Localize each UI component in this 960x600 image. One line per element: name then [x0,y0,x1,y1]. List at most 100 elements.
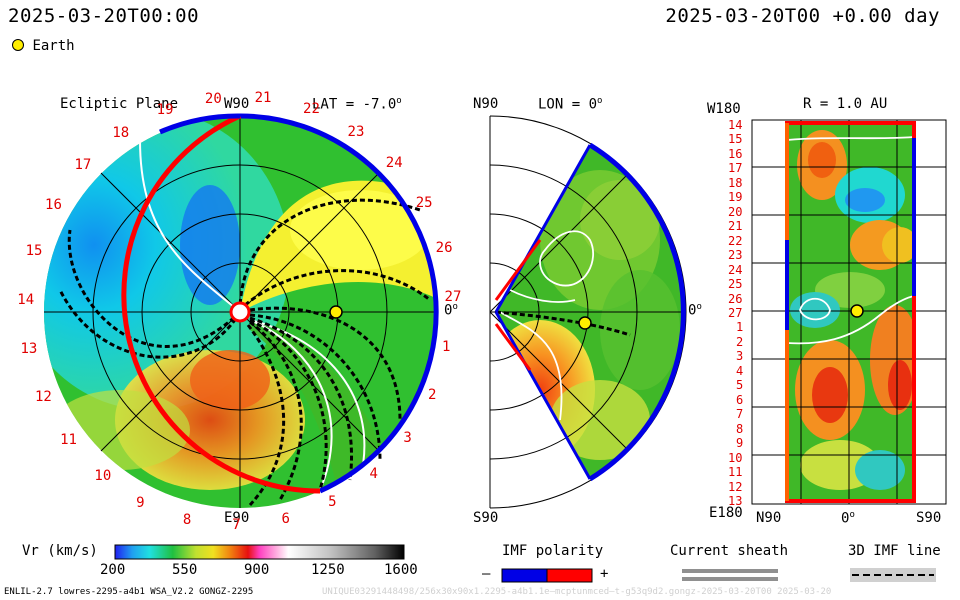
carrington-label: 10 [94,467,112,484]
ecliptic-w90-label: W90 [224,96,250,112]
carrington-label: 5 [328,493,337,510]
carrington-label: 18 [112,124,130,141]
carrington-label: 24 [385,155,403,172]
map-y-label: 17 [728,161,743,176]
map-y-label: 10 [728,450,743,465]
map-y-label: 26 [728,291,743,306]
map-y-label: 15 [728,132,743,147]
meridional-s90-label: S90 [473,510,499,526]
map-y-label: 24 [728,262,743,277]
timestamp-left: 2025-03-20T00:00 [8,5,200,27]
imf-negative-swatch [501,568,548,583]
map-y-label: 9 [736,436,744,451]
carrington-label: 26 [435,240,453,257]
timestamp-right: 2025-03-20T00 +0.00 day [665,5,940,27]
map-y-label: 22 [728,233,743,248]
carrington-label: 9 [136,494,145,511]
map-y-label: 25 [728,277,743,292]
ecliptic-e90-label: E90 [224,510,250,526]
carrington-label: 22 [303,101,320,118]
earth-legend-label: Earth [32,38,75,54]
carrington-label: 8 [182,511,192,528]
map-y-label: 7 [736,407,744,422]
map-y-label: 19 [728,190,743,205]
map-y-label: 3 [736,349,744,364]
carrington-label: 25 [415,194,433,211]
meridional-lon-label: LON = 0o [538,96,603,113]
map-title: R = 1.0 AU [803,96,888,112]
ecliptic-current-sheath [58,198,431,507]
carrington-label: 19 [156,102,174,119]
meridional-earth-marker [578,316,592,330]
colorbar-tick-200: 200 [100,562,126,578]
velocity-colorbar [114,544,405,560]
ecliptic-polarity-negative [239,113,439,494]
run-watermark: UNIQUE03291448498/256x30x90x1.2295-a4b1.… [322,587,832,597]
meridional-n90-label: N90 [473,96,499,112]
map-y-label: 2 [736,334,744,349]
map-y-label: 16 [728,146,743,161]
carrington-label: 11 [60,431,77,448]
carrington-label: 20 [204,90,222,107]
carrington-label: 7 [232,516,241,533]
map-imf-lines [786,136,915,345]
carrington-label: 15 [25,242,43,259]
map-y-label: 23 [728,248,743,263]
carrington-label: 13 [20,341,38,358]
carrington-label: 12 [34,388,52,405]
earth-icon [12,39,24,51]
carrington-label: 21 [254,90,272,107]
map-y-label: 5 [736,378,744,393]
carrington-label: 17 [74,157,92,174]
colorbar-tick-1600: 1600 [384,562,418,578]
meridional-zero-label: 0o [688,302,702,319]
ecliptic-earth-marker [329,305,343,319]
earth-legend: Earth [12,38,75,54]
current-sheath-title: Current sheath [670,543,789,559]
map-y-label: 6 [736,392,744,407]
carrington-label: 4 [369,466,378,483]
map-earth-marker [850,304,864,318]
carrington-label: 14 [17,291,35,308]
carrington-label: 1 [441,338,451,355]
map-x-label-n90: N90 [756,510,782,526]
imf3d-title: 3D IMF line [848,543,941,559]
map-y-label: 27 [728,306,743,320]
map-y-label: 8 [736,421,744,436]
ecliptic-zero-label: 0o [444,302,458,319]
carrington-label: 2 [427,386,437,403]
map-x-label-0: 0o [841,510,855,527]
colorbar-tick-900: 900 [244,562,270,578]
imf-polarity-title: IMF polarity [502,543,604,559]
colorbar-label: Vr (km/s) [22,543,98,559]
map-y-label: 4 [736,363,744,378]
carrington-label: 16 [45,197,62,214]
map-x-label-s90: S90 [916,510,942,526]
meridional-grid [489,115,687,509]
map-y-label: 20 [728,204,743,219]
ecliptic-polarity-positive [121,113,321,494]
model-info: ENLIL-2.7 lowres-2295-a4b1 WSA_V2.2 GONG… [4,587,254,597]
meridional-imf-lines [499,230,595,421]
ecliptic-title: Ecliptic Plane [60,96,179,112]
map-w180-label: W180 [707,101,741,117]
map-y-label: 1 [736,320,744,335]
carrington-label: 6 [281,510,290,527]
imf-positive-swatch [546,568,593,583]
imf3d-swatch [850,568,936,582]
map-y-label: 13 [728,494,743,508]
map-y-label: 14 [728,118,743,132]
colorbar-tick-550: 550 [172,562,198,578]
carrington-label: 23 [347,123,365,140]
map-e180-label: E180 [709,505,743,521]
current-sheath-swatch [682,569,778,581]
imf-plus-label: + [600,566,609,582]
sun-icon [229,301,251,323]
map-y-label: 11 [728,465,743,480]
imf-minus-label: – [482,566,491,582]
map-y-label: 12 [728,479,743,494]
carrington-label: 3 [403,429,412,446]
map-y-label: 21 [728,219,743,234]
map-y-label: 18 [728,175,743,190]
